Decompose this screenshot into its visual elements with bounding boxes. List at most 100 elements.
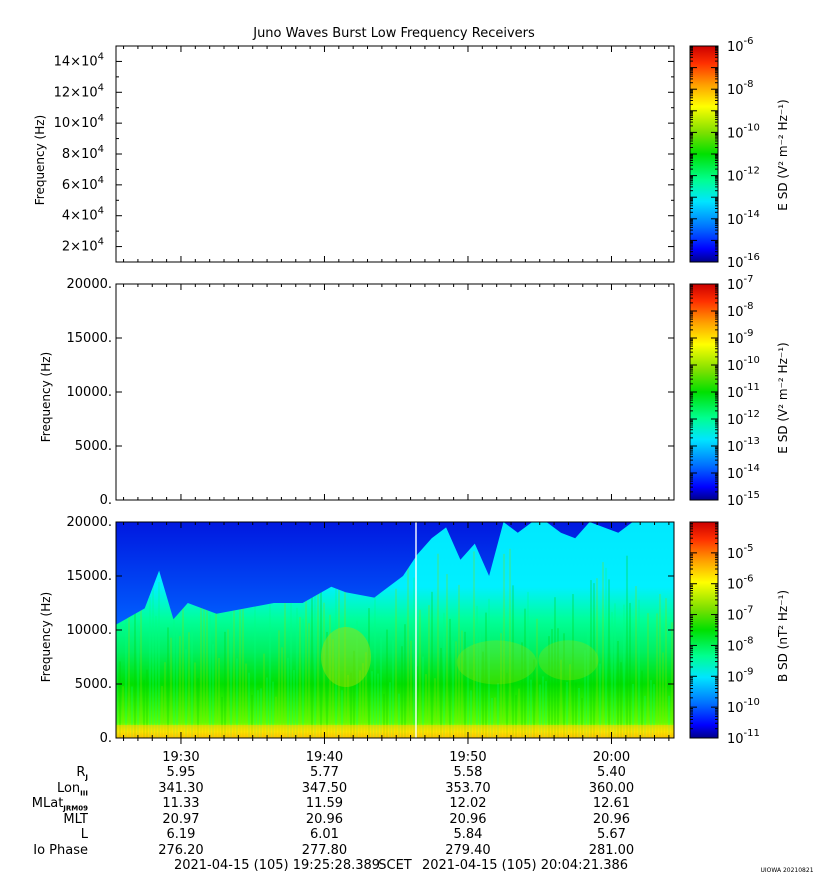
- spectrogram-streak: [338, 565, 340, 738]
- spectrogram-streak: [575, 682, 577, 738]
- y-tick-label: 10000.: [67, 623, 113, 638]
- colorbar-tick-label: 10-6: [727, 36, 754, 55]
- spectrogram-streak: [539, 684, 541, 738]
- spectrogram-low-band: [116, 725, 674, 738]
- spectrogram-streak: [419, 609, 421, 738]
- panel-3-colorbar: [689, 521, 719, 739]
- ephemeris-label-text: MLat: [31, 796, 64, 811]
- colorbar-tick-label: 10-11: [727, 382, 760, 401]
- ephemeris-value: 276.20: [158, 842, 204, 858]
- colorbar-tick-label: 10-16: [727, 252, 760, 271]
- spectrogram-streak: [149, 597, 151, 738]
- ephemeris-value: 20.97: [162, 811, 200, 827]
- y-tick-exponent: 4: [98, 51, 104, 62]
- spectrogram-streak: [620, 662, 622, 738]
- spectrogram-streak: [566, 681, 568, 738]
- y-tick-exponent: 4: [98, 82, 104, 93]
- y-tick-label: 10000.: [67, 385, 113, 400]
- spectrogram-streak: [554, 597, 556, 738]
- panel-2-x-ticks: [123, 284, 670, 500]
- spectrogram-streak: [617, 640, 619, 738]
- spectrogram-streak: [668, 695, 670, 738]
- spectrogram-streak: [197, 678, 199, 738]
- spectrogram-streak: [287, 657, 289, 738]
- panel-1-y-label: Frequency (Hz): [33, 115, 47, 206]
- spectrogram-streak: [413, 577, 415, 738]
- ephemeris-label-text: L: [80, 827, 88, 842]
- spectrogram-streak: [320, 560, 322, 738]
- spectrogram-streak: [638, 599, 640, 738]
- spectrogram-streak: [164, 662, 166, 738]
- ephemeris-value: 5.84: [453, 827, 483, 842]
- spectrogram-streak: [425, 674, 427, 738]
- spectrogram-streak: [158, 582, 160, 738]
- colorbar-tick-label: 10-9: [727, 666, 754, 685]
- spectrogram-streak: [182, 600, 184, 738]
- spectrogram-streak: [365, 652, 367, 738]
- colorbar-tick-label: 10-9: [727, 328, 754, 347]
- colorbar-tick-label: 10-12: [727, 409, 760, 428]
- spectrogram-streak: [392, 639, 394, 738]
- spectrogram-streak: [161, 686, 163, 738]
- time-tick-label: 20:00: [593, 750, 630, 765]
- spectrogram-streak: [485, 612, 487, 738]
- ephemeris-value: 5.95: [166, 765, 196, 780]
- y-tick-label: 0.: [100, 731, 112, 746]
- spectrogram-streak: [422, 656, 424, 738]
- colorbar-tick-label: 10-7: [727, 605, 754, 624]
- spectrogram-streak: [299, 617, 301, 738]
- panel-2-lf-electric: 0. 5000. 10000. 15000. 20000. Frequency (Hz)…: [39, 274, 790, 509]
- colorbar-tick-label: 10-6: [727, 574, 754, 593]
- spectrogram-streak: [407, 564, 409, 738]
- ephemeris-label: LonIII: [57, 781, 88, 798]
- panel-2-colorbar-label: E SD (V² m⁻² Hz⁻¹): [776, 342, 790, 453]
- colorbar-tick-label: 10-14: [727, 463, 760, 482]
- spectrogram-streak: [437, 553, 439, 738]
- spectrogram-streak: [332, 639, 334, 738]
- spectrogram-streak: [614, 603, 616, 738]
- spectrogram-streak: [374, 563, 376, 738]
- spectrogram-streak: [464, 631, 466, 738]
- spectrogram-streak: [644, 695, 646, 738]
- spectrogram-streak: [647, 613, 649, 738]
- spectrogram-streak: [497, 683, 499, 738]
- spectrogram-streak: [659, 593, 661, 738]
- panel-1-hf-electric: 2×104 4×104 6×104 8×104 10×104 12×104 14×104 F…: [33, 36, 790, 271]
- chart-title: Juno Waves Burst Low Frequency Receivers: [252, 26, 535, 41]
- colorbar-tick-exponent: -5: [744, 543, 754, 554]
- y-tick-label: 15000.: [67, 569, 113, 584]
- spectrogram-streak: [611, 612, 613, 738]
- spectrogram-streak: [602, 562, 604, 738]
- colorbar-tick-exponent: -16: [744, 252, 760, 263]
- y-tick-exponent: 4: [98, 144, 104, 155]
- ephemeris-value: 5.40: [596, 765, 626, 780]
- spectrogram-streak: [185, 649, 187, 738]
- spectrogram-streak: [245, 663, 247, 738]
- spectrogram-streak: [623, 604, 625, 738]
- spectrogram-streak: [152, 550, 154, 738]
- y-tick-label: 2×104: [62, 237, 104, 255]
- ephemeris-label: L: [81, 827, 88, 842]
- panel-1-frame: [115, 45, 675, 263]
- colorbar-tick-exponent: -11: [744, 382, 760, 393]
- spectrogram-streak: [350, 672, 352, 738]
- y-tick-exponent: 4: [98, 237, 104, 248]
- spectrogram-streak: [215, 595, 217, 738]
- spectrogram-streak: [521, 642, 523, 738]
- spectrogram-streak: [536, 618, 538, 738]
- spectrogram-streak: [170, 637, 172, 738]
- ephemeris-value: 277.80: [301, 842, 348, 858]
- spectrogram-streak: [209, 614, 211, 738]
- spectrogram-streak: [587, 631, 589, 738]
- colorbar-tick-label: 10-8: [727, 301, 754, 320]
- colorbar-tick-label: 10-8: [727, 79, 754, 98]
- spectrogram-streak: [404, 624, 406, 738]
- spectrogram-streak: [563, 633, 565, 738]
- y-tick-exponent: 4: [98, 206, 104, 217]
- spectrogram-streak: [122, 686, 124, 738]
- y-tick-label: 15000.: [67, 331, 113, 346]
- footer-credit: UIOWA 20210821: [760, 867, 813, 874]
- colorbar-tick-exponent: -10: [744, 697, 760, 708]
- y-tick-label: 4×104: [62, 206, 104, 224]
- spectrogram-streak: [473, 551, 475, 738]
